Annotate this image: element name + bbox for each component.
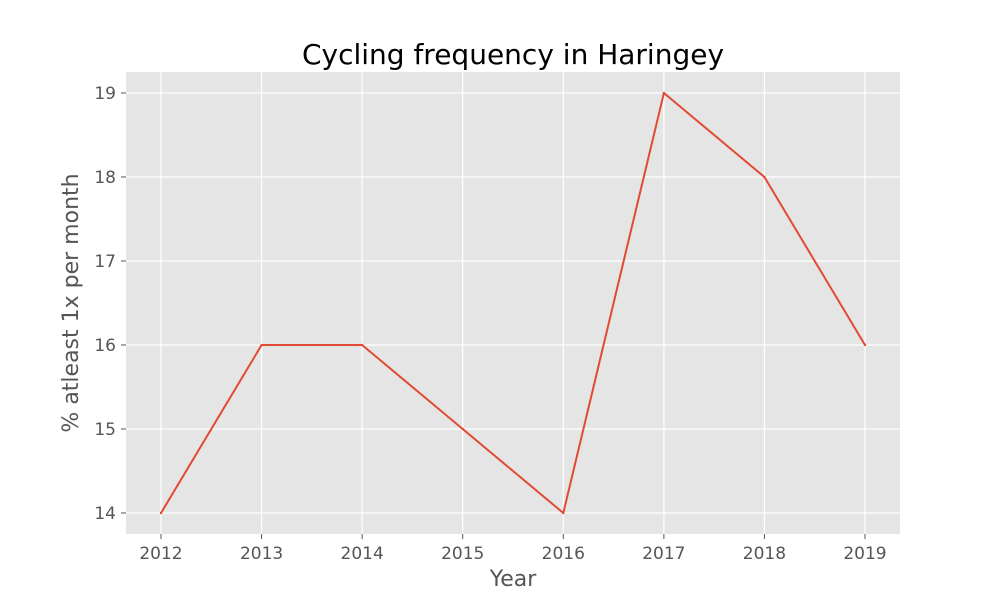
data-point xyxy=(260,343,263,347)
y-tick-label: 14 xyxy=(94,504,116,524)
x-tick-label: 2017 xyxy=(642,544,685,564)
y-tick-label: 15 xyxy=(94,420,116,440)
chart-title: Cycling frequency in Haringey xyxy=(302,38,724,71)
x-tick-label: 2012 xyxy=(139,544,182,564)
data-point xyxy=(461,427,464,431)
grid-layer xyxy=(126,72,900,534)
x-tick-label: 2013 xyxy=(240,544,283,564)
plot-area xyxy=(126,72,900,534)
data-point xyxy=(763,175,766,179)
data-point xyxy=(662,91,666,95)
x-tick-label: 2014 xyxy=(341,544,384,564)
x-tick-label: 2016 xyxy=(542,544,585,564)
y-tick-label: 17 xyxy=(94,252,116,272)
series-layer xyxy=(159,91,867,515)
y-axis-label: % atleast 1x per month xyxy=(59,173,84,432)
y-tick-label: 16 xyxy=(94,336,116,356)
data-point xyxy=(159,511,163,515)
data-point xyxy=(562,511,565,515)
x-axis-label: Year xyxy=(489,567,538,592)
y-tick-label: 18 xyxy=(94,168,116,188)
data-point xyxy=(360,343,364,347)
tick-layer: 2012 2013 2014 2015 2016 2017 2018 2019 14 15 16 17… xyxy=(94,84,886,564)
x-tick-label: 2018 xyxy=(743,544,786,564)
y-tick-label: 19 xyxy=(94,84,116,104)
data-point xyxy=(863,343,867,347)
x-tick-label: 2019 xyxy=(843,544,886,564)
x-tick-label: 2015 xyxy=(441,544,484,564)
series-line xyxy=(160,92,866,514)
